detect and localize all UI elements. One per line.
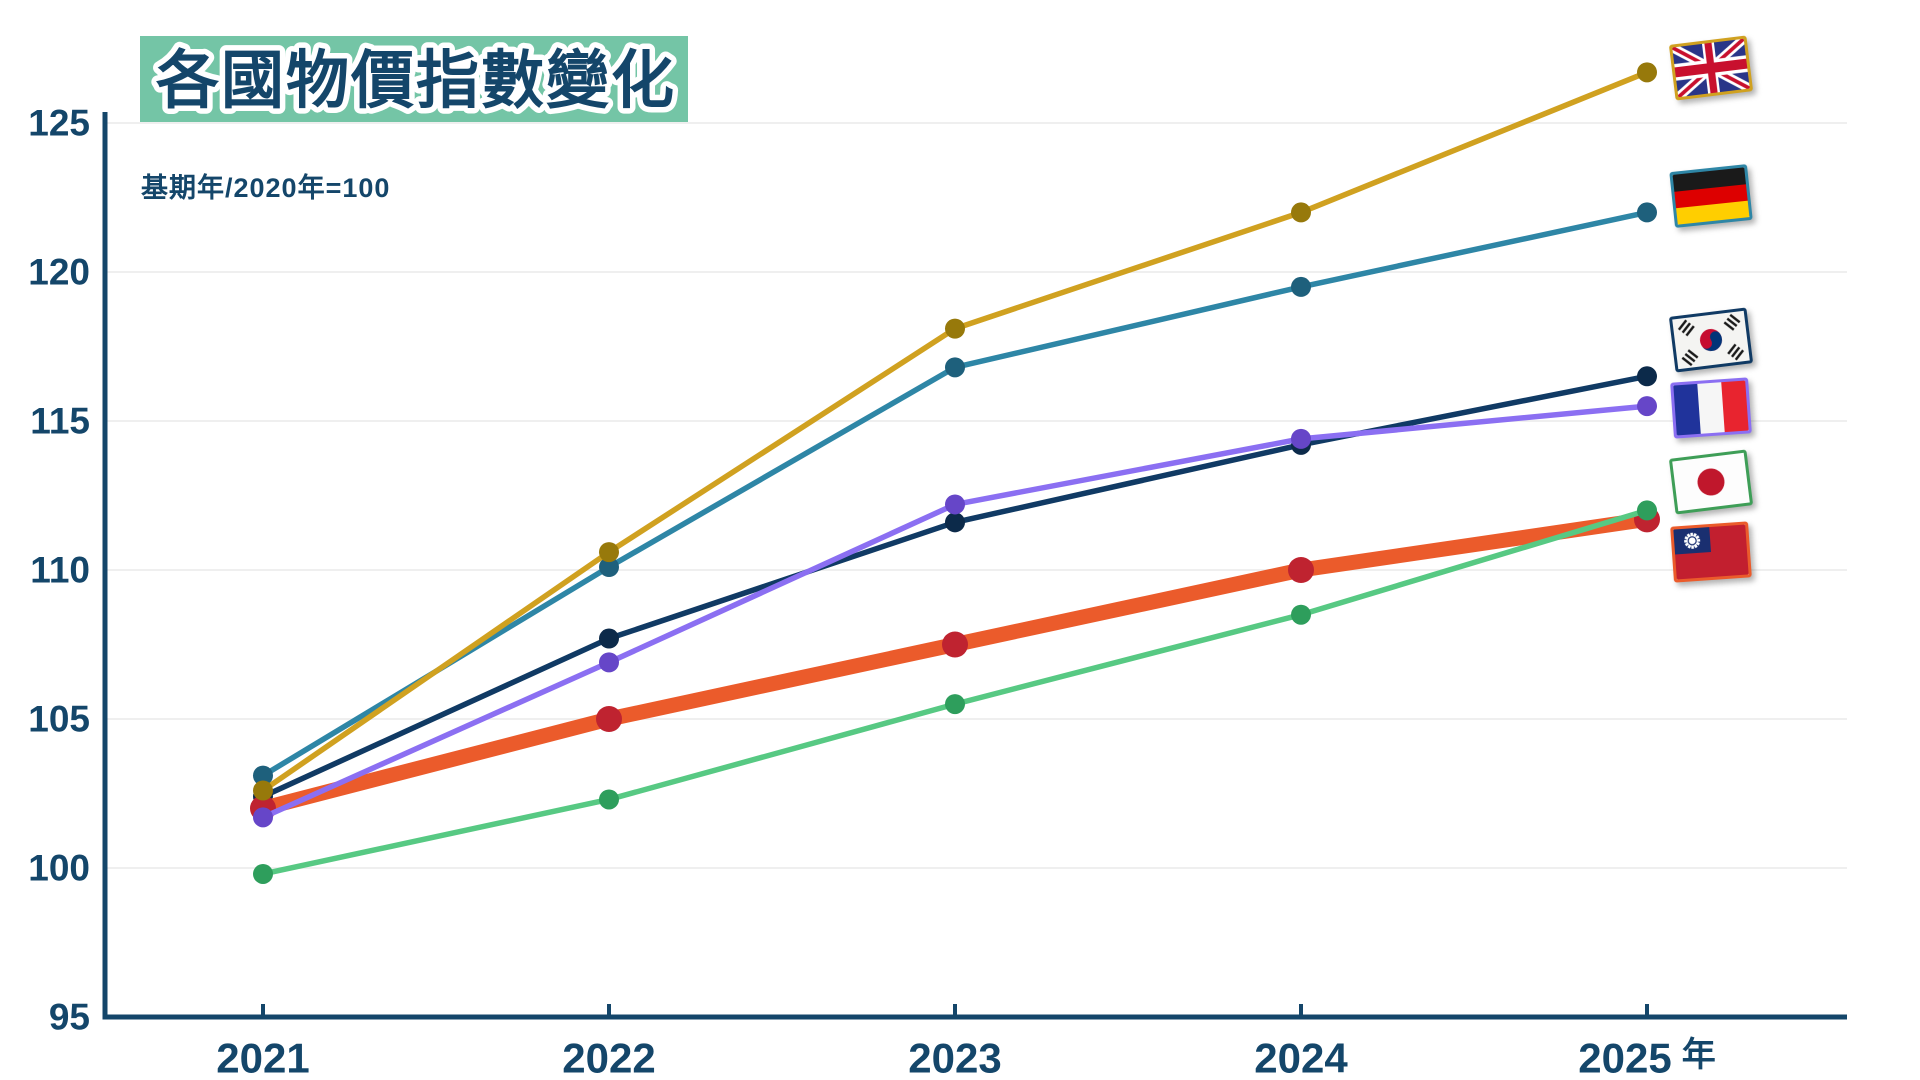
title-block: 各國物價指數變化 xyxy=(140,36,688,122)
data-point xyxy=(1288,557,1314,583)
series-south-korea xyxy=(253,366,1657,807)
data-point xyxy=(599,652,619,673)
axis-lines xyxy=(102,112,1847,1020)
data-point xyxy=(1291,202,1311,223)
y-axis-labels: 95 100 105 110 115 120 125 xyxy=(28,103,90,1038)
series-line xyxy=(260,209,1650,779)
data-point xyxy=(253,863,273,884)
x-tick-label: 2021 xyxy=(216,1034,309,1080)
y-tick-label: 115 xyxy=(30,401,90,442)
x-tick-label: 2022 xyxy=(562,1034,655,1080)
data-point xyxy=(942,631,968,658)
series-france xyxy=(253,396,1657,828)
uk-flag-art xyxy=(1672,38,1750,98)
data-point xyxy=(599,557,619,578)
y-tick-label: 100 xyxy=(28,848,90,889)
data-point xyxy=(945,318,965,339)
x-tick-label: 2023 xyxy=(908,1034,1001,1080)
japan-flag-icon xyxy=(1668,449,1754,515)
series-taiwan xyxy=(250,506,1660,822)
data-point xyxy=(1637,202,1657,223)
y-tick-label: 120 xyxy=(28,252,90,293)
x-axis-labels: 2021 2022 2023 2024 2025 年 xyxy=(216,1004,1716,1080)
data-point xyxy=(253,780,273,801)
france-flag-art xyxy=(1673,380,1749,436)
data-point xyxy=(945,512,965,533)
gridlines xyxy=(105,122,1847,869)
data-point xyxy=(1637,500,1657,521)
france-flag-icon xyxy=(1670,377,1752,439)
series-line xyxy=(260,373,1650,800)
data-point xyxy=(1291,604,1311,625)
series-united-kingdom xyxy=(253,62,1657,801)
base-year-note: 基期年/2020年=100 xyxy=(141,173,391,203)
taiwan-flag-icon xyxy=(1670,521,1752,583)
x-tick-label: 2024 xyxy=(1254,1034,1348,1080)
y-tick-label: 125 xyxy=(28,103,90,144)
data-point xyxy=(945,494,965,515)
y-tick-label: 110 xyxy=(30,550,90,591)
y-tick-label: 95 xyxy=(49,997,90,1038)
series-germany xyxy=(253,202,1657,786)
germany-flag-art xyxy=(1672,167,1750,225)
data-point xyxy=(1637,396,1657,417)
data-point xyxy=(596,706,622,732)
korea-flag-art xyxy=(1672,310,1750,370)
data-point xyxy=(1637,62,1657,83)
data-point xyxy=(945,694,965,715)
data-point xyxy=(253,807,273,828)
data-point xyxy=(1291,428,1311,449)
uk-flag-icon xyxy=(1668,35,1754,101)
data-point xyxy=(1291,276,1311,297)
data-point xyxy=(1637,366,1657,387)
data-point xyxy=(599,628,619,649)
series-line xyxy=(260,507,1650,877)
korea-flag-icon xyxy=(1668,307,1754,373)
series-line xyxy=(255,511,1655,816)
data-point xyxy=(599,542,619,563)
title-svg: 各國物價指數變化 xyxy=(151,41,680,122)
series-line xyxy=(260,69,1650,794)
germany-flag-icon xyxy=(1669,164,1753,228)
taiwan-flag-art xyxy=(1673,524,1749,580)
x-tick-label: 2025 年 xyxy=(1578,1034,1715,1080)
y-tick-label: 105 xyxy=(28,699,90,740)
data-point xyxy=(945,357,965,378)
data-point xyxy=(599,789,619,810)
page-title: 各國物價指數變化 xyxy=(156,46,676,116)
series-japan xyxy=(253,500,1657,884)
japan-flag-art xyxy=(1672,452,1750,512)
data-point xyxy=(253,765,273,786)
